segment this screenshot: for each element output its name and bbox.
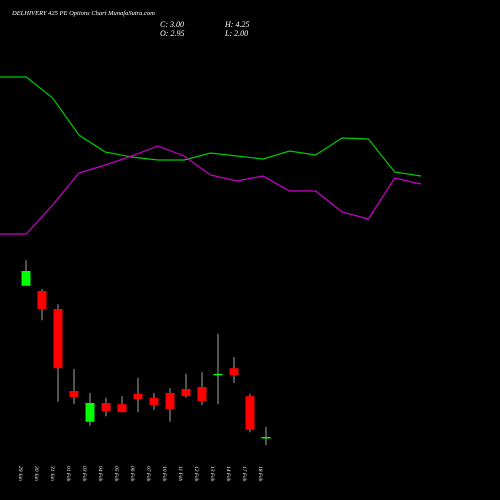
x-tick-label: 06 Feb (129, 466, 135, 482)
open-text: O: 2.95 (160, 29, 184, 38)
candle-body (197, 387, 207, 401)
candle-body (133, 393, 143, 399)
x-tick-label: 13 Feb (209, 466, 215, 482)
candle-body (261, 437, 271, 439)
x-tick-label: 11 Feb (177, 466, 183, 481)
candle-body (37, 291, 47, 309)
candle-body (69, 391, 79, 397)
x-tick-label: 30 Jan (33, 465, 39, 481)
x-tick-label: 12 Feb (193, 466, 199, 482)
x-tick-label: 03 Feb (81, 466, 87, 482)
indicator-line (0, 145, 422, 235)
x-tick-label: 07 Feb (145, 466, 151, 482)
x-tick-label: 17 Feb (241, 466, 247, 482)
candle-body (229, 368, 239, 375)
chart-title: DELHIVERY 425 PE Options Chart MunafaSut… (11, 10, 155, 17)
candle-body (213, 373, 223, 376)
x-tick-label: 31 Jan (49, 465, 55, 481)
x-tick-label: 05 Feb (113, 466, 119, 482)
candle-body (165, 393, 175, 409)
candle-body (245, 396, 255, 430)
candle-body (117, 404, 127, 413)
candle-body (149, 397, 159, 405)
low-text: L: 2.00 (224, 29, 248, 38)
high-text: H: 4.25 (224, 20, 249, 29)
candle-body (53, 309, 63, 369)
indicator-line (0, 76, 422, 177)
close-text: C: 3.00 (160, 20, 184, 29)
x-tick-label: 10 Feb (161, 466, 167, 482)
candle-body (181, 389, 191, 397)
candle-body (85, 403, 95, 422)
x-tick-label: 18 Feb (257, 466, 263, 482)
x-tick-label: 04 Feb (97, 466, 104, 482)
candle-body (101, 403, 111, 411)
candle-body (21, 271, 31, 286)
x-tick-label: 01 Feb (65, 466, 71, 482)
x-tick-label: 29 Jan (17, 466, 23, 481)
x-tick-label: 14 Feb (225, 466, 232, 482)
